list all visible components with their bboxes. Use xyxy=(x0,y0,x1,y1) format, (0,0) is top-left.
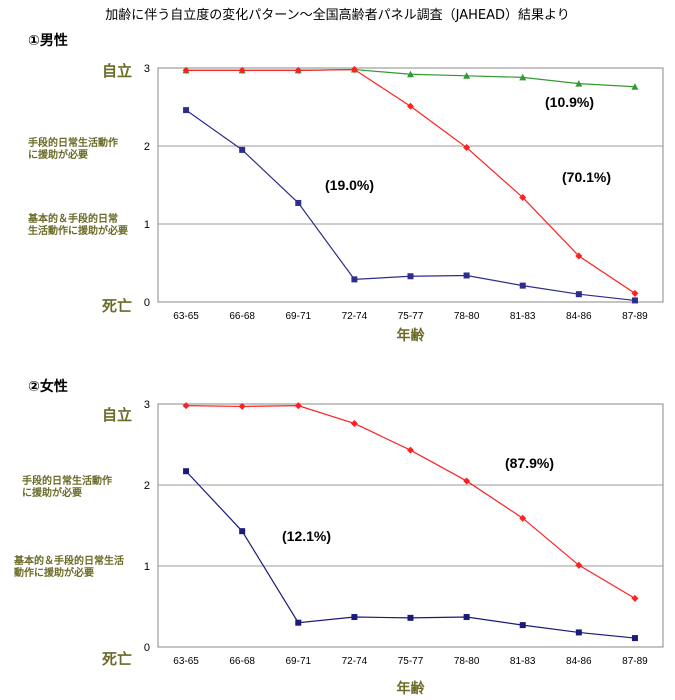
data-point xyxy=(351,614,358,621)
chart-female: 0 1 2 3 63-65 66-68 69-71 72-74 75-77 78-80 81-83 8… xyxy=(144,399,664,696)
level-death-female: 死亡 xyxy=(101,650,132,668)
series-annotation: (19.0%) xyxy=(325,177,374,193)
x-tick-label: 78-80 xyxy=(454,311,480,322)
data-point xyxy=(407,614,414,621)
x-tick-label: 63-65 xyxy=(173,311,199,322)
data-point xyxy=(407,446,414,454)
series-annotation: (70.1%) xyxy=(562,169,611,185)
x-tick-label: 72-74 xyxy=(342,656,368,667)
data-point xyxy=(575,629,582,636)
level-badl-female: 基本的＆手段的日常生活 動作に援助が必要 xyxy=(14,556,124,579)
panel-label-male: ①男性 xyxy=(28,33,68,49)
x-tick-label: 72-74 xyxy=(342,311,368,322)
x-tick-label: 87-89 xyxy=(622,656,648,667)
y-tick-label: 0 xyxy=(144,297,150,309)
level-independent-female: 自立 xyxy=(101,406,132,424)
y-tick-label: 2 xyxy=(144,141,150,153)
data-point xyxy=(463,477,471,485)
x-tick-label: 75-77 xyxy=(398,656,424,667)
data-point xyxy=(294,66,302,74)
data-point xyxy=(183,107,190,114)
x-axis-label: 年齢 xyxy=(397,327,426,343)
data-point xyxy=(182,402,190,410)
data-point xyxy=(463,72,471,79)
data-point xyxy=(631,289,639,297)
data-point xyxy=(407,273,414,280)
chart-male: 0 1 2 3 63-65 66-68 69-71 72-74 75-77 78-80 81-83 8… xyxy=(144,63,664,343)
data-point xyxy=(350,419,358,427)
data-point xyxy=(239,528,246,535)
x-axis-label: 年齢 xyxy=(397,680,426,696)
x-tick-label: 84-86 xyxy=(566,656,592,667)
data-point xyxy=(239,146,246,153)
data-point xyxy=(519,73,527,81)
y-tick-label: 3 xyxy=(144,63,150,75)
y-tick-label: 1 xyxy=(144,561,150,573)
data-point xyxy=(631,297,638,304)
data-point xyxy=(575,80,583,87)
panel-label-female: ②女性 xyxy=(28,379,68,395)
series-annotation: (10.9%) xyxy=(545,94,594,110)
data-point xyxy=(519,193,527,201)
series-annotation: (12.1%) xyxy=(282,528,331,544)
x-tick-label: 66-68 xyxy=(229,311,255,322)
x-tick-label: 84-86 xyxy=(566,311,592,322)
y-tick-label: 2 xyxy=(144,480,150,492)
x-tick-label: 66-68 xyxy=(229,656,255,667)
x-tick-label: 63-65 xyxy=(173,656,199,667)
level-iadl-female: 手段的日常生活動作 に援助が必要 xyxy=(22,476,112,499)
data-point xyxy=(575,561,583,569)
x-tick-label: 87-89 xyxy=(622,311,648,322)
x-tick-label: 69-71 xyxy=(285,656,311,667)
page-title: 加齢に伴う自立度の変化パターン～全国高齢者パネル調査（JAHEAD）結果より xyxy=(105,8,570,23)
data-point xyxy=(182,66,190,74)
plot-area xyxy=(157,67,664,303)
data-point xyxy=(350,66,358,74)
level-badl-male: 基本的＆手段的日常 生活動作に援助が必要 xyxy=(28,214,128,237)
data-point xyxy=(295,199,302,206)
level-death-male: 死亡 xyxy=(101,297,132,315)
data-point xyxy=(519,622,526,629)
x-tick-label: 81-83 xyxy=(510,656,536,667)
x-tick-label: 78-80 xyxy=(454,656,480,667)
x-tick-label: 75-77 xyxy=(398,311,424,322)
series-line xyxy=(185,470,636,639)
x-tick-label: 81-83 xyxy=(510,311,536,322)
data-point xyxy=(631,83,639,90)
data-point xyxy=(238,402,246,410)
x-tick-label: 69-71 xyxy=(285,311,311,322)
plot-area xyxy=(157,403,664,648)
data-point xyxy=(407,70,414,78)
data-point xyxy=(238,66,246,74)
series-annotation: (87.9%) xyxy=(505,455,554,471)
y-tick-label: 3 xyxy=(144,399,150,411)
data-point xyxy=(575,291,582,298)
level-iadl-male: 手段的日常生活動作 に援助が必要 xyxy=(28,138,118,161)
data-point xyxy=(295,619,302,626)
data-point xyxy=(631,594,639,602)
series-line xyxy=(186,405,636,599)
data-point xyxy=(294,402,302,410)
series-line xyxy=(185,109,636,302)
data-point xyxy=(463,144,471,152)
level-independent-male: 自立 xyxy=(101,62,132,80)
data-point xyxy=(407,102,414,110)
data-point xyxy=(463,614,470,621)
data-point xyxy=(183,468,190,475)
data-point xyxy=(519,282,526,289)
data-point xyxy=(631,635,638,642)
y-tick-label: 0 xyxy=(144,642,150,654)
data-point xyxy=(351,276,358,283)
data-point xyxy=(463,272,470,279)
data-point xyxy=(519,514,527,522)
y-tick-label: 1 xyxy=(144,219,150,231)
data-point xyxy=(575,252,583,260)
